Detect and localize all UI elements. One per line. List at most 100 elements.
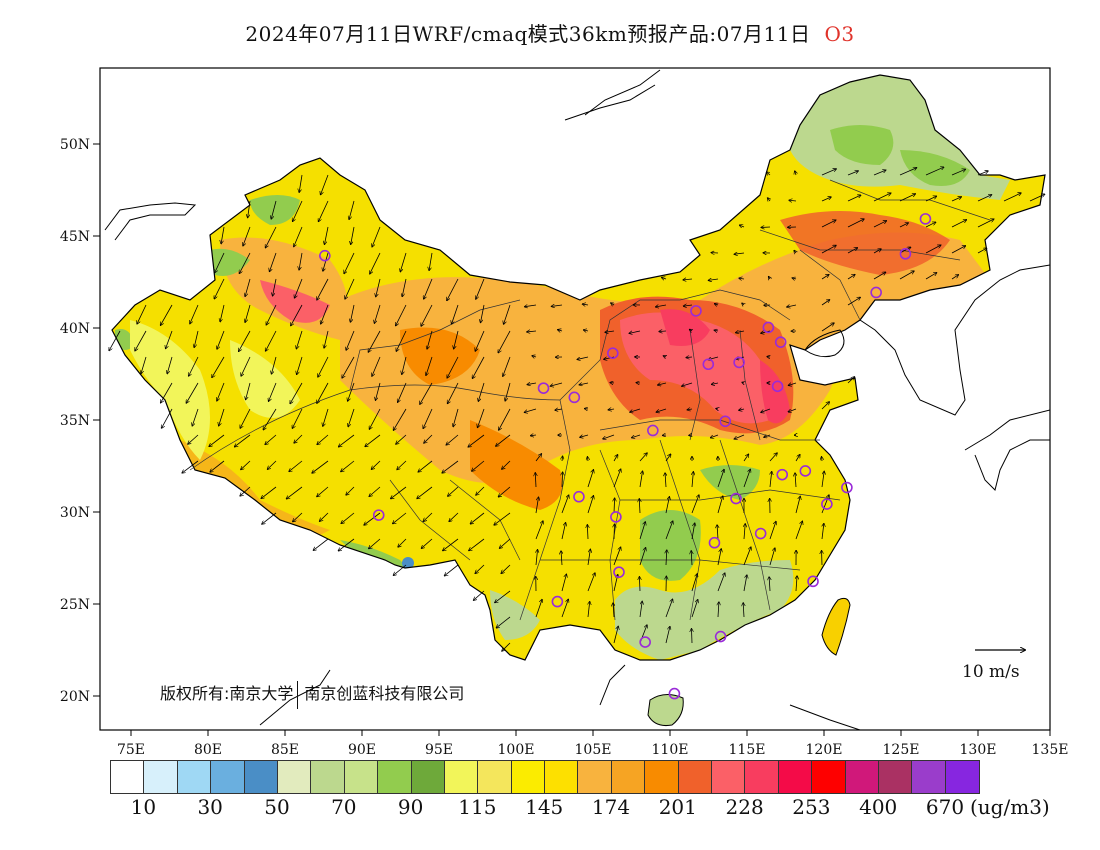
wind-arrow	[742, 303, 744, 305]
wind-arrow	[161, 382, 173, 403]
wind-arrow	[788, 408, 797, 412]
wind-arrow	[587, 573, 595, 592]
wind-arrow	[665, 497, 669, 514]
colorbar-tick-label: 174	[591, 795, 631, 819]
wind-arrow	[239, 252, 251, 273]
wind-arrow	[503, 356, 511, 376]
wind-arrow	[499, 408, 511, 430]
wind-arrow	[209, 434, 225, 446]
wind-arrow	[873, 193, 891, 202]
wind-arrow	[346, 486, 355, 495]
colorbar-tick-label: 201	[658, 795, 697, 819]
wind-arrow	[630, 408, 641, 412]
wind-arrow	[740, 225, 745, 227]
wind-arrow	[551, 305, 563, 306]
wind-arrow	[977, 219, 994, 228]
station-marker	[841, 481, 853, 494]
wind-arrow	[792, 278, 797, 279]
wind-arrow	[899, 247, 911, 254]
wind-arrow	[424, 434, 433, 443]
wind-arrow	[821, 275, 829, 280]
wind-arrow	[261, 486, 277, 498]
wind-arrow	[535, 473, 536, 488]
wind-arrow	[577, 356, 589, 359]
wind-arrow	[241, 356, 251, 376]
wind-arrow	[269, 252, 277, 271]
taiwan-island	[821, 597, 851, 656]
wind-arrow	[899, 223, 908, 228]
wind-arrow	[398, 538, 407, 547]
wind-arrow	[691, 629, 692, 644]
station-marker	[568, 391, 581, 404]
wind-arrow	[665, 473, 666, 488]
wind-arrow	[396, 304, 407, 326]
station-marker	[690, 305, 702, 317]
wind-arrow	[141, 356, 147, 374]
wind-arrow	[977, 171, 988, 176]
wind-arrow	[951, 169, 965, 176]
station-marker	[799, 465, 812, 477]
wind-arrow	[500, 538, 511, 548]
colorbar-tick-label: 228	[725, 795, 764, 819]
station-marker	[537, 382, 550, 394]
colorbar-swatch	[511, 761, 546, 793]
wind-arrow	[613, 547, 621, 566]
y-tick-label: 40N	[60, 321, 90, 337]
station-marker	[821, 498, 833, 510]
copyright-note: 版权所有:南京大学 南京创蓝科技有限公司	[160, 680, 464, 709]
wind-arrow	[821, 300, 830, 306]
wind-arrow	[717, 525, 718, 540]
province-borders	[189, 179, 991, 621]
wind-arrow	[899, 168, 917, 176]
wind-arrow	[248, 200, 251, 218]
wind-arrow	[527, 331, 537, 332]
wind-arrow	[266, 330, 277, 351]
wind-arrow	[821, 495, 829, 514]
wind-arrow	[364, 512, 381, 525]
wind-arrow	[470, 512, 485, 524]
wind-arrow	[925, 196, 936, 202]
wind-arrow	[393, 564, 407, 575]
wind-arrow	[561, 551, 562, 566]
wind-arrow	[663, 356, 666, 357]
wind-arrow	[656, 305, 667, 307]
wind-arrow	[393, 512, 407, 524]
wind-arrow	[351, 226, 355, 244]
wind-arrow	[342, 356, 355, 378]
wind-arrow	[447, 356, 459, 378]
chart-title: 2024年07月11日WRF/cmaq模式36km预报产品:07月11日 O3	[0, 18, 1100, 47]
wind-arrow	[605, 331, 615, 332]
wind-arrow	[235, 434, 251, 447]
x-tick-label: 80E	[194, 742, 222, 758]
wind-arrow	[217, 382, 225, 401]
colorbar-swatch	[611, 761, 646, 793]
station-marker	[573, 490, 585, 503]
wind-arrow	[214, 278, 225, 299]
x-tick-label: 100E	[498, 742, 535, 758]
colorbar-tick-label: 115	[458, 795, 497, 819]
wind-arrow	[1003, 193, 1021, 202]
colorbar	[110, 760, 981, 794]
x-tick-label: 90E	[348, 742, 376, 758]
wind-arrow	[639, 548, 646, 566]
wind-arrow	[502, 642, 511, 651]
colorbar-swatch	[678, 761, 713, 793]
wind-arrow	[476, 278, 485, 299]
wind-arrow	[472, 356, 485, 378]
wind-arrow	[271, 356, 277, 374]
wind-arrow	[873, 221, 886, 228]
station-marker	[708, 536, 721, 549]
wind-arrow	[349, 200, 355, 219]
wind-arrow	[717, 549, 721, 566]
wind-arrow	[873, 249, 881, 254]
colorbar-swatch	[244, 761, 278, 793]
wind-arrow	[527, 383, 537, 385]
wind-arrow	[925, 245, 941, 254]
colorbar-tick-label: 90	[397, 795, 424, 819]
wind-arrow	[525, 305, 537, 307]
wind-arrow	[639, 499, 640, 514]
wind-arrow	[267, 460, 277, 469]
wind-arrow	[396, 330, 407, 351]
wind-arrow	[769, 522, 776, 540]
wind-arrow	[977, 248, 987, 254]
